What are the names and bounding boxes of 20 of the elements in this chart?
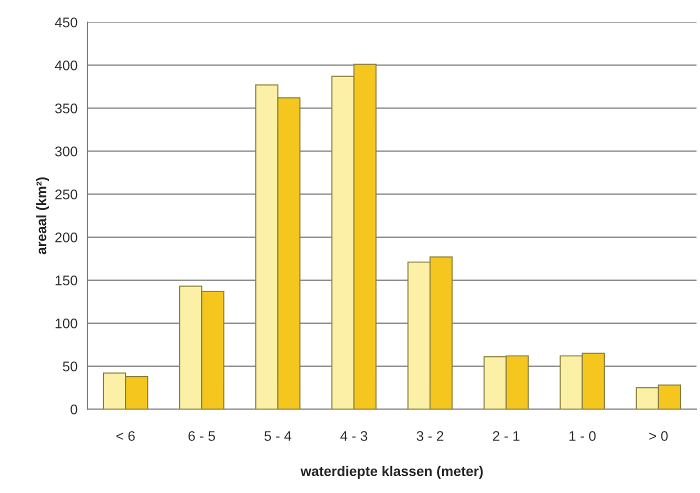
y-axis-title: areaal (km²) <box>36 177 50 254</box>
y-tick-label: 50 <box>62 362 78 372</box>
y-tick-label: 100 <box>56 318 78 328</box>
y-tick-label: 250 <box>55 190 78 200</box>
y-tick-label: 450 <box>54 18 78 28</box>
x-tick-label: 5 - 4 <box>264 431 292 441</box>
x-tick-label: 3 - 2 <box>416 431 444 441</box>
x-tick-label: < 6 <box>116 431 135 441</box>
x-tick-label: 1 - 0 <box>569 431 596 441</box>
x-tick-label: 6 - 5 <box>188 431 215 441</box>
y-tick-label: 0 <box>70 404 78 414</box>
y-tick-label: 400 <box>54 60 78 70</box>
x-tick-label: > 0 <box>649 431 668 441</box>
x-axis-title: waterdiepte klassen (meter) <box>300 466 483 479</box>
y-tick-label: 350 <box>55 104 78 114</box>
y-tick-label: 300 <box>55 146 78 156</box>
y-tick-label: 150 <box>56 276 78 286</box>
x-tick-label: 2 - 1 <box>492 431 520 441</box>
y-tick-label: 200 <box>55 232 78 242</box>
x-tick-label: 4 - 3 <box>340 431 368 441</box>
